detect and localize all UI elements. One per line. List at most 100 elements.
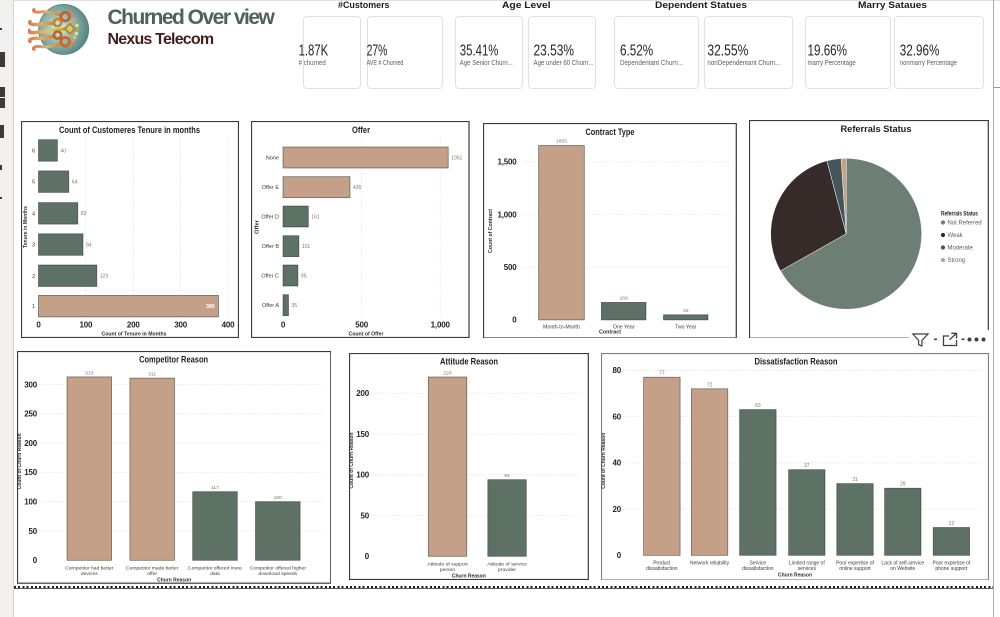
svg-text:Contract: Contract <box>599 329 621 335</box>
svg-text:Strong: Strong <box>947 258 965 264</box>
svg-text:1.87K: 1.87K <box>299 42 329 59</box>
svg-text:166: 166 <box>620 295 629 301</box>
svg-text:Dependentant Churn...: Dependentant Churn... <box>620 58 683 67</box>
svg-text:Dissatisfaction Reason: Dissatisfaction Reason <box>755 356 838 367</box>
svg-text:23.53%: 23.53% <box>534 42 575 59</box>
svg-text:20: 20 <box>613 504 622 513</box>
svg-text:150: 150 <box>356 430 369 439</box>
svg-text:Churn Reason: Churn Reason <box>157 578 191 584</box>
svg-text:1655: 1655 <box>556 138 567 144</box>
svg-text:64: 64 <box>71 179 77 185</box>
svg-text:29: 29 <box>900 481 906 487</box>
svg-text:1051: 1051 <box>451 155 462 161</box>
svg-text:Count of Churn Reason: Count of Churn Reason <box>601 432 607 489</box>
svg-text:0: 0 <box>32 556 37 565</box>
svg-text:# churned: # churned <box>299 58 326 67</box>
svg-text:Count of Tenure in Months: Count of Tenure in Months <box>101 332 166 338</box>
svg-text:Marry Sataues: Marry Sataues <box>858 0 927 11</box>
svg-text:Month-to-Month: Month-to-Month <box>544 324 581 330</box>
svg-text:40: 40 <box>613 458 622 467</box>
svg-text:Offer C: Offer C <box>261 274 279 280</box>
svg-text:300: 300 <box>174 321 187 330</box>
svg-text:devices: devices <box>81 571 98 577</box>
svg-text:311: 311 <box>148 372 156 378</box>
svg-text:Competitor offered higher: Competitor offered higher <box>249 566 306 572</box>
svg-text:100: 100 <box>356 471 369 480</box>
svg-text:300: 300 <box>24 381 37 390</box>
svg-text:313: 313 <box>85 371 94 377</box>
svg-text:117: 117 <box>211 486 219 492</box>
svg-text:1: 1 <box>31 304 34 310</box>
svg-text:Referrals Status: Referrals Status <box>840 124 911 135</box>
svg-text:72: 72 <box>707 382 713 388</box>
svg-text:Offer B: Offer B <box>262 244 280 250</box>
svg-text:0: 0 <box>365 552 370 561</box>
svg-text:220: 220 <box>443 371 452 377</box>
svg-text:Churn Reason: Churn Reason <box>452 573 486 579</box>
svg-text:94: 94 <box>504 473 510 479</box>
svg-text:31: 31 <box>852 477 858 483</box>
svg-text:#Customers: #Customers <box>338 0 390 11</box>
svg-text:Service: Service <box>750 560 767 566</box>
svg-text:nonmarry Percentage: nonmarry Percentage <box>900 58 957 67</box>
svg-text:100: 100 <box>79 321 92 330</box>
svg-text:Limited range of: Limited range of <box>789 560 825 566</box>
svg-text:Tenure in Months: Tenure in Months <box>23 206 29 248</box>
svg-text:Offer D: Offer D <box>261 215 279 221</box>
svg-text:101: 101 <box>302 244 311 250</box>
svg-text:AVE # Churned: AVE # Churned <box>367 58 404 67</box>
svg-text:200: 200 <box>24 439 37 448</box>
svg-text:32.96%: 32.96% <box>900 42 940 59</box>
svg-text:94: 94 <box>86 242 92 248</box>
svg-text:phone support: phone support <box>935 565 968 571</box>
svg-text:Offer: Offer <box>255 219 261 234</box>
svg-text:161: 161 <box>311 214 320 220</box>
svg-text:Network reliability: Network reliability <box>690 560 730 566</box>
svg-text:Poor expertise of: Poor expertise of <box>836 560 874 566</box>
svg-text:77: 77 <box>659 370 665 376</box>
svg-text:Age under 60 Churn...: Age under 60 Churn... <box>534 58 594 67</box>
svg-text:6: 6 <box>31 148 34 154</box>
svg-text:dissatisfaction: dissatisfaction <box>646 565 678 571</box>
svg-text:6.52%: 6.52% <box>620 42 653 59</box>
svg-text:40: 40 <box>60 148 66 154</box>
svg-text:Age Senior Churn...: Age Senior Churn... <box>460 58 513 67</box>
svg-text:Age Level: Age Level <box>502 0 551 11</box>
svg-text:person: person <box>440 567 455 573</box>
svg-text:500: 500 <box>504 262 517 271</box>
svg-text:1,000: 1,000 <box>431 321 451 330</box>
svg-text:Attitude Reason: Attitude Reason <box>440 357 498 368</box>
svg-text:None: None <box>266 156 279 162</box>
svg-text:12: 12 <box>949 521 955 527</box>
svg-text:123: 123 <box>99 274 108 280</box>
svg-text:Count of Churn Reason: Count of Churn Reason <box>349 432 355 489</box>
svg-text:0: 0 <box>513 315 518 324</box>
svg-text:Count of Contract: Count of Contract <box>488 208 494 252</box>
svg-text:95: 95 <box>301 273 307 279</box>
svg-text:provider: provider <box>498 567 516 573</box>
svg-text:83: 83 <box>80 211 86 217</box>
svg-text:1,000: 1,000 <box>498 210 518 219</box>
svg-text:200: 200 <box>356 389 369 398</box>
svg-text:500: 500 <box>355 321 368 330</box>
svg-text:Attitude of service: Attitude of service <box>487 561 527 567</box>
svg-text:online support: online support <box>839 565 871 571</box>
svg-text:Product: Product <box>653 560 671 566</box>
svg-text:offer: offer <box>147 571 157 577</box>
svg-text:35: 35 <box>292 303 298 309</box>
svg-text:63: 63 <box>755 403 761 409</box>
svg-text:2: 2 <box>31 274 34 280</box>
svg-text:services: services <box>798 565 817 571</box>
svg-text:150: 150 <box>24 468 37 477</box>
svg-text:nonDependentant Churn...: nonDependentant Churn... <box>707 58 780 67</box>
svg-text:Weak: Weak <box>947 233 962 239</box>
svg-text:Offer A: Offer A <box>262 303 279 309</box>
svg-text:37: 37 <box>804 463 810 469</box>
svg-text:4: 4 <box>31 211 34 217</box>
svg-text:80: 80 <box>613 366 622 375</box>
svg-text:19.66%: 19.66% <box>808 42 848 59</box>
svg-text:400: 400 <box>221 321 234 330</box>
svg-text:Poor expertise of: Poor expertise of <box>932 560 970 566</box>
svg-text:60: 60 <box>613 412 622 421</box>
svg-text:1,500: 1,500 <box>498 157 518 166</box>
